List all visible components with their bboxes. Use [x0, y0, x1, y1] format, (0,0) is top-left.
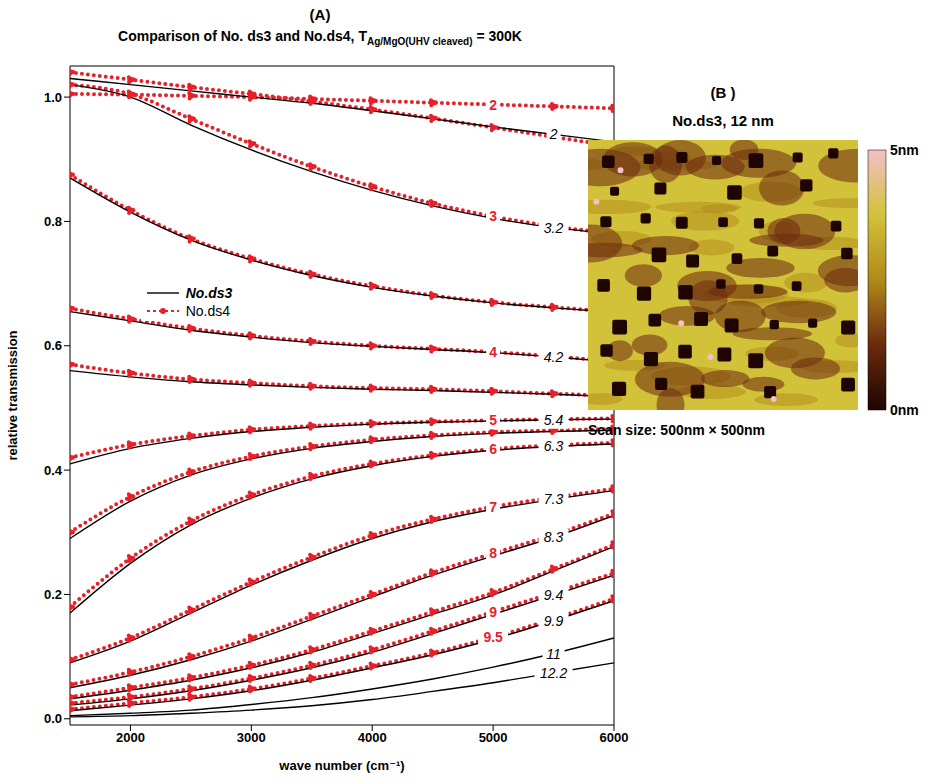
svg-text:0.8: 0.8	[44, 214, 62, 229]
svg-text:8.3: 8.3	[544, 529, 564, 545]
svg-text:4.2: 4.2	[544, 349, 564, 365]
svg-text:relative transmission: relative transmission	[5, 330, 20, 460]
svg-text:5: 5	[489, 412, 497, 428]
svg-text:6: 6	[489, 441, 497, 457]
svg-text:7: 7	[489, 499, 497, 515]
svg-text:9.9: 9.9	[544, 613, 564, 629]
svg-text:9.5: 9.5	[483, 629, 503, 645]
svg-text:0nm: 0nm	[890, 402, 919, 418]
svg-text:8: 8	[489, 545, 497, 561]
svg-text:1.0: 1.0	[44, 90, 62, 105]
svg-text:6.3: 6.3	[544, 438, 564, 454]
svg-text:2000: 2000	[116, 730, 145, 745]
svg-text:0.6: 0.6	[44, 338, 62, 353]
svg-text:5.4: 5.4	[544, 412, 564, 428]
svg-text:7.3: 7.3	[544, 491, 564, 507]
svg-text:4000: 4000	[358, 730, 387, 745]
html-text:(A): (A)	[309, 6, 331, 23]
html-text:Scan size: 500nm × 500nm: Scan size: 500nm × 500nm	[588, 422, 765, 438]
svg-text:6000: 6000	[600, 730, 629, 745]
svg-text:5nm: 5nm	[890, 142, 919, 158]
html-text:No.ds4: No.ds4	[185, 303, 231, 320]
svg-text:9.4: 9.4	[544, 587, 564, 603]
svg-text:12.2: 12.2	[540, 665, 567, 681]
svg-text:9: 9	[489, 604, 497, 620]
svg-text:11: 11	[546, 646, 561, 662]
svg-text:2: 2	[489, 97, 497, 113]
svg-text:0.0: 0.0	[44, 711, 62, 726]
svg-text:3: 3	[489, 208, 497, 224]
html-text:Comparison of No. ds3 and No.d: Comparison of No. ds3 and No.ds4, TAg/Mg…	[118, 28, 522, 47]
svg-text:0.2: 0.2	[44, 587, 62, 602]
svg-text:4: 4	[489, 344, 497, 360]
svg-text:wave number (cm⁻¹): wave number (cm⁻¹)	[278, 758, 404, 773]
html-text:No.ds3, 12 nm: No.ds3, 12 nm	[672, 112, 774, 129]
html-text:No.ds3: No.ds3	[185, 285, 233, 302]
svg-text:3000: 3000	[237, 730, 266, 745]
html-text:(B ): (B )	[710, 84, 736, 101]
svg-text:2: 2	[549, 126, 558, 142]
svg-text:0.4: 0.4	[44, 463, 63, 478]
svg-text:3.2: 3.2	[544, 220, 564, 236]
svg-text:5000: 5000	[479, 730, 508, 745]
